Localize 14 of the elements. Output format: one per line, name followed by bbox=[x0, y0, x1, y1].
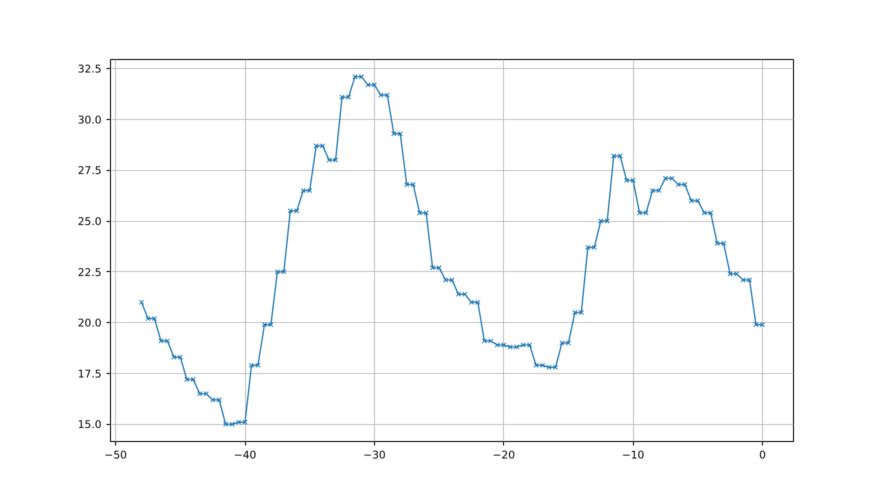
y-tick-label: 30.0 bbox=[78, 113, 102, 126]
y-tick-label: 15.0 bbox=[78, 418, 102, 432]
y-tick-label: 20.0 bbox=[78, 316, 102, 330]
y-tick-label: 27.5 bbox=[78, 164, 102, 178]
x-tick-label: 0 bbox=[759, 448, 766, 462]
x-tick-label: −10 bbox=[622, 448, 645, 462]
y-tick-label: 32.5 bbox=[78, 62, 102, 76]
y-tick-label: 25.0 bbox=[78, 215, 102, 228]
x-tick-label: −50 bbox=[104, 448, 128, 462]
x-tick-label: −40 bbox=[234, 448, 256, 462]
x-tick-label: −30 bbox=[363, 448, 386, 462]
y-tick-label: 17.5 bbox=[78, 367, 102, 380]
x-tick-label: −20 bbox=[492, 448, 516, 462]
y-tick-label: 22.5 bbox=[78, 266, 102, 279]
